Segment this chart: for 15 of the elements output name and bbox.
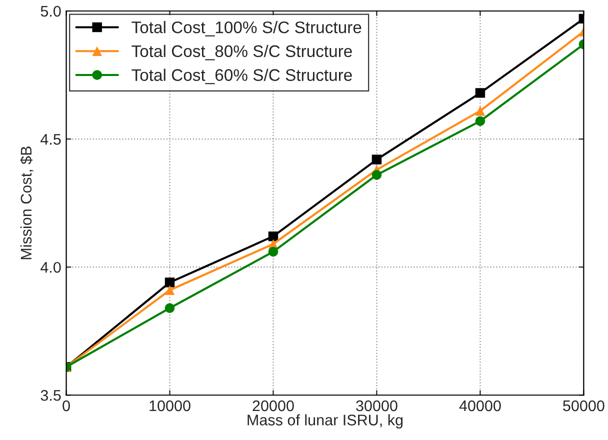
legend-label: Total Cost_60% S/C Structure: [132, 68, 352, 84]
legend-label: Total Cost_100% S/C Structure: [132, 21, 362, 36]
x-tick-label: 10000: [150, 400, 190, 412]
y-tick-label: 5.0: [40, 6, 61, 17]
x-tick-label: 0: [62, 400, 70, 412]
x-axis-title: Mass of lunar ISRU, kg: [248, 414, 403, 428]
legend-label: Total Cost_80% S/C Structure: [132, 44, 352, 60]
y-tick-label: 4.5: [40, 134, 61, 145]
x-tick-label: 50000: [563, 400, 604, 412]
y-axis-title: Mission Cost, $B: [20, 146, 34, 260]
x-tick-label: 40000: [459, 400, 501, 412]
y-tick-label: 3.5: [40, 390, 61, 401]
x-tick-label: 20000: [252, 400, 294, 412]
y-tick-label: 4.0: [40, 262, 61, 273]
x-tick-label: 30000: [356, 400, 398, 412]
